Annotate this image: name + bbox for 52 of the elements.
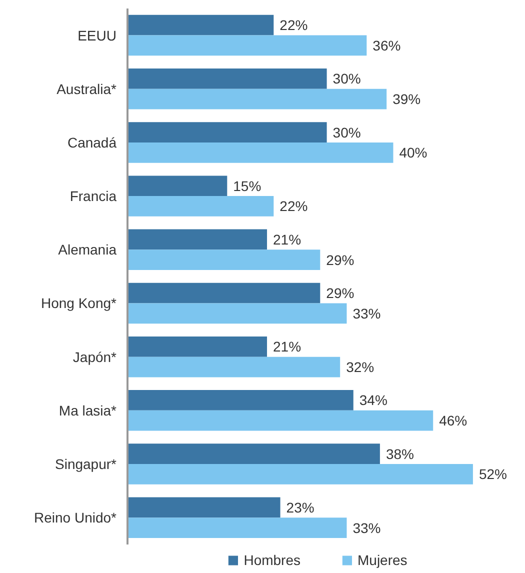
bar <box>128 176 228 196</box>
legend-label: Mujeres <box>358 552 408 568</box>
data-label: 22% <box>280 198 308 214</box>
data-label: 32% <box>346 359 374 376</box>
data-label: 46% <box>439 412 468 429</box>
bar <box>128 88 387 110</box>
data-label: 40% <box>399 144 428 161</box>
data-label: 29% <box>326 252 354 268</box>
y-tick-label: Australia* <box>56 80 118 97</box>
bar <box>128 444 380 464</box>
data-label: 38% <box>386 446 414 462</box>
y-tick-label: Ma lasia* <box>58 402 118 418</box>
bar <box>128 35 367 56</box>
data-label: 52% <box>478 466 507 482</box>
bar <box>128 250 320 270</box>
data-label: 30% <box>332 124 361 140</box>
bar <box>128 68 327 89</box>
bar <box>128 410 434 431</box>
bar <box>128 356 340 378</box>
data-label: 29% <box>326 285 354 302</box>
y-tick-label: Francia <box>70 188 117 204</box>
data-label: 15% <box>233 178 262 194</box>
bar <box>128 464 473 484</box>
data-label: 22% <box>280 17 308 34</box>
bar <box>128 122 327 142</box>
data-label: 39% <box>392 91 421 108</box>
data-label: 33% <box>352 305 381 322</box>
data-label: 33% <box>352 520 381 536</box>
bar <box>128 229 268 250</box>
data-label: 36% <box>372 37 401 54</box>
legend-label: Hombres <box>244 552 300 568</box>
bar <box>128 282 320 304</box>
bar <box>128 196 274 216</box>
y-tick-label: Reino Unido* <box>34 510 118 526</box>
bar <box>128 518 347 538</box>
data-label: 30% <box>332 70 361 87</box>
y-tick-label: Canadá <box>67 134 117 150</box>
bar <box>128 14 274 36</box>
y-tick-label: Alemania <box>58 242 117 258</box>
bar <box>128 303 347 324</box>
data-label: 23% <box>286 499 314 516</box>
bar <box>128 336 268 357</box>
data-label: 34% <box>359 392 388 408</box>
y-tick-label: EEUU <box>78 27 117 44</box>
bar <box>128 497 280 518</box>
data-label: 21% <box>273 231 302 248</box>
y-tick-label: Singapur* <box>55 456 118 472</box>
y-tick-label: Japón* <box>72 348 118 365</box>
y-tick-label: Hong Kong* <box>40 295 118 312</box>
bar <box>128 142 394 163</box>
bar <box>128 390 354 410</box>
data-label: 21% <box>273 338 302 355</box>
